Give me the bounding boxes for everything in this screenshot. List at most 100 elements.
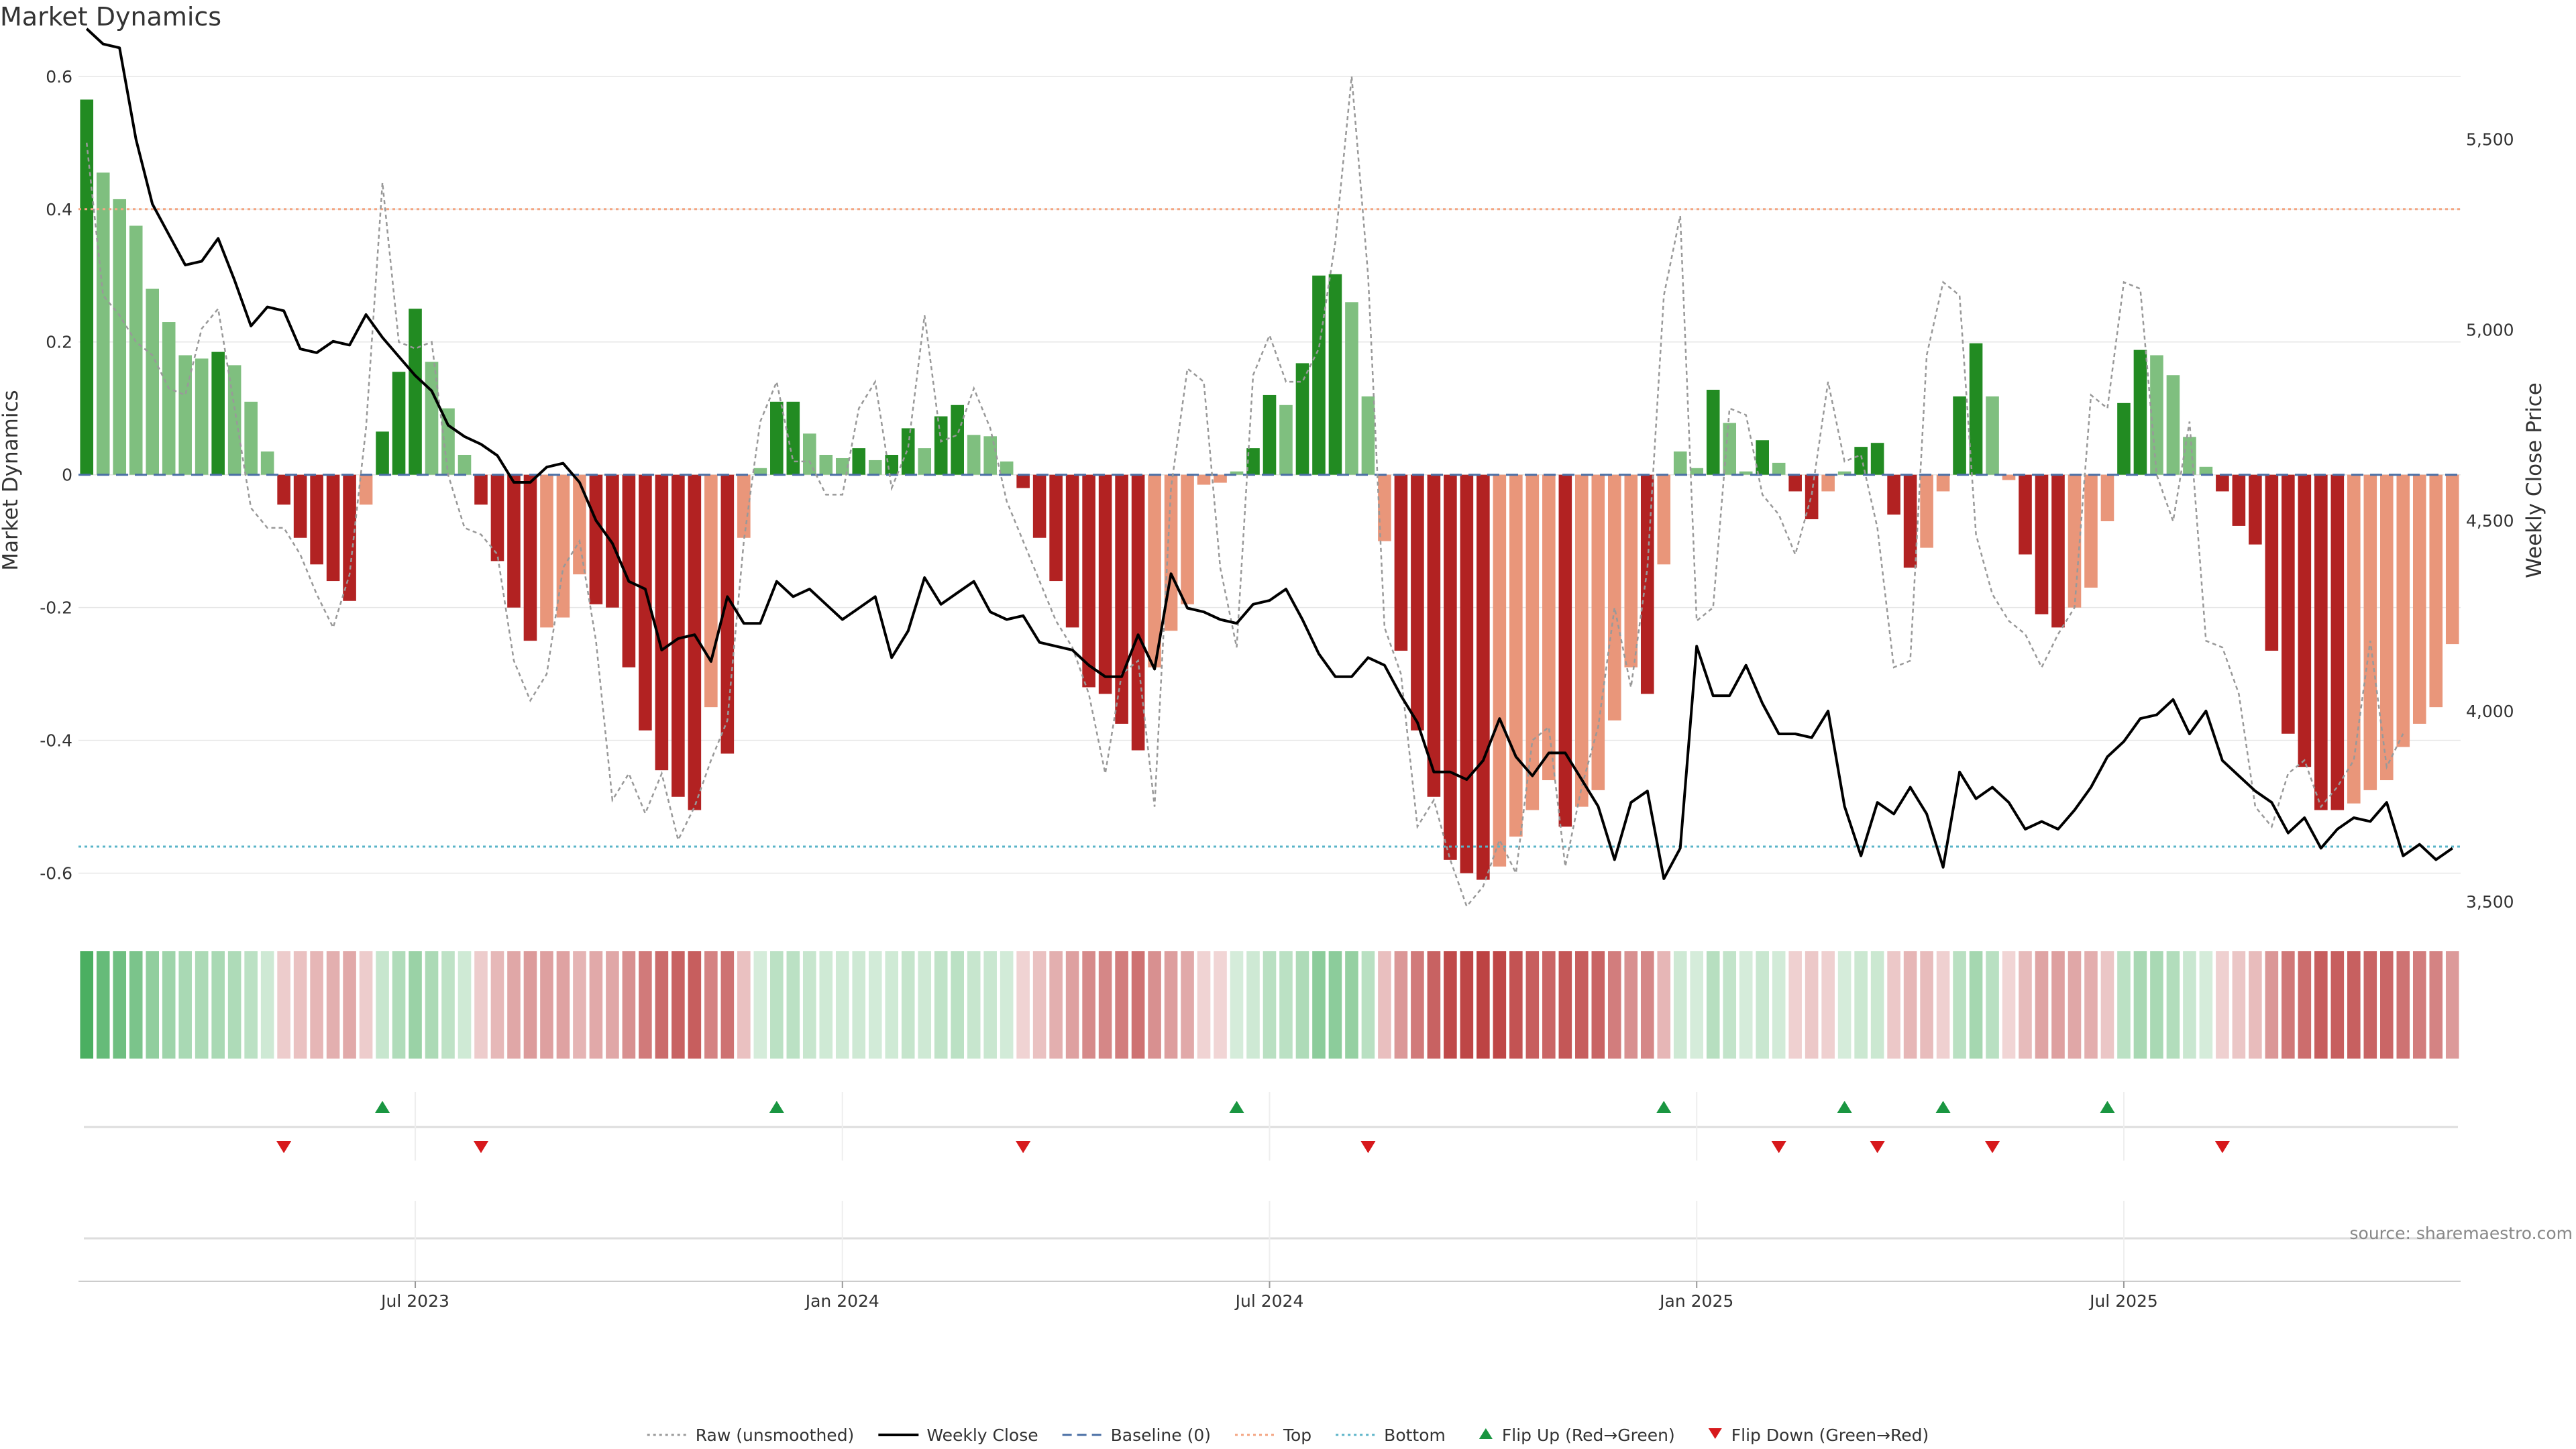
heat-cell	[2412, 951, 2426, 1059]
heat-cell	[1263, 951, 1277, 1059]
heat-cell	[606, 951, 619, 1059]
heat-cell	[1953, 951, 1966, 1059]
bar	[885, 455, 899, 475]
heat-cell	[2133, 951, 2147, 1059]
bar	[901, 428, 915, 475]
bar	[655, 474, 669, 771]
left-tick-label: 0.4	[46, 200, 72, 219]
heat-cell	[1542, 951, 1556, 1059]
flip-up-marker	[769, 1101, 784, 1113]
legend-flip-up-icon	[1479, 1428, 1493, 1439]
bar	[1706, 390, 1720, 475]
bar	[178, 355, 192, 475]
heat-cell	[227, 951, 241, 1059]
left-tick-label: 0	[62, 466, 72, 485]
bar	[1575, 474, 1589, 807]
bar	[1378, 474, 1391, 541]
bar	[2068, 474, 2082, 608]
heat-strip	[80, 951, 2459, 1059]
heat-cell	[1361, 951, 1375, 1059]
heat-cell	[1624, 951, 1638, 1059]
bar	[1049, 474, 1063, 582]
bar	[1558, 474, 1572, 827]
bar	[1493, 474, 1507, 867]
left-y-axis: 0.6 0.4 0.2 0 -0.2 -0.4 -0.6	[40, 67, 72, 883]
bar	[2117, 402, 2131, 475]
heat-cell	[2298, 951, 2312, 1059]
heat-cell	[1328, 951, 1342, 1059]
bar	[2249, 474, 2262, 545]
bar	[293, 474, 307, 538]
heat-cell	[2445, 951, 2459, 1059]
weekly-close-series	[85, 28, 2453, 880]
bar	[951, 405, 964, 475]
bar	[129, 225, 143, 475]
bar	[1328, 274, 1342, 475]
legend-label: Flip Down (Green→Red)	[1731, 1426, 1929, 1445]
flip-up-marker	[375, 1101, 390, 1113]
bar	[1427, 474, 1441, 797]
heat-cell	[1411, 951, 1424, 1059]
bar	[2396, 474, 2410, 747]
flip-up-marker	[2100, 1101, 2115, 1113]
flip-down-marker	[1771, 1141, 1786, 1153]
heat-cell	[2166, 951, 2180, 1059]
bar	[1509, 474, 1523, 837]
heat-cell	[1723, 951, 1737, 1059]
heat-cell	[1772, 951, 1786, 1059]
bar	[556, 474, 570, 618]
bar	[1032, 474, 1046, 538]
heat-cell	[1082, 951, 1095, 1059]
heat-cell	[1000, 951, 1014, 1059]
heat-cell	[2216, 951, 2229, 1059]
heat-cell	[589, 951, 603, 1059]
heat-cell	[1575, 951, 1589, 1059]
heat-cell	[556, 951, 570, 1059]
heat-cell	[655, 951, 669, 1059]
bar	[1756, 440, 1769, 475]
heat-cell	[1870, 951, 1884, 1059]
bar	[1854, 447, 1868, 475]
bar	[786, 401, 800, 475]
heat-cell	[1657, 951, 1671, 1059]
x-tick-label: Jul 2025	[2088, 1291, 2158, 1311]
legend-flip-down-icon	[1708, 1428, 1722, 1439]
bar	[1525, 474, 1540, 810]
heat-cell	[1295, 951, 1309, 1059]
bar	[1131, 474, 1145, 751]
bar	[2084, 474, 2098, 588]
heat-cell	[1640, 951, 1654, 1059]
heat-cell	[458, 951, 472, 1059]
raw-line	[85, 76, 2404, 908]
heat-cell	[737, 951, 751, 1059]
bar	[1920, 474, 1933, 548]
bar	[1837, 471, 1851, 475]
heat-cell	[786, 951, 800, 1059]
legend-item: Bottom	[1336, 1426, 1446, 1445]
bar	[1460, 474, 1474, 873]
bar	[1230, 471, 1244, 475]
raw-series	[85, 76, 2404, 908]
flip-down-marker	[473, 1141, 488, 1153]
right-tick-label: 5,500	[2466, 130, 2514, 150]
bar	[1870, 443, 1884, 475]
bar	[1607, 474, 1621, 720]
heat-cell	[1969, 951, 1983, 1059]
bar	[1411, 474, 1424, 731]
heat-cell	[1805, 951, 1819, 1059]
source-note: source: sharemaestro.com	[2350, 1224, 2573, 1243]
bar	[770, 401, 784, 475]
bar	[1065, 474, 1079, 628]
bar	[2166, 375, 2180, 475]
heat-cell	[1164, 951, 1178, 1059]
bar	[392, 372, 406, 475]
bar	[1016, 474, 1030, 488]
heat-cell	[1444, 951, 1457, 1059]
legend-item: Flip Up (Red→Green)	[1479, 1426, 1675, 1445]
heat-cell	[2396, 951, 2410, 1059]
bottom-panel	[84, 1201, 2458, 1280]
bar	[2051, 474, 2065, 628]
heat-cell	[293, 951, 307, 1059]
right-tick-label: 4,500	[2466, 511, 2514, 531]
bar	[1295, 363, 1309, 475]
